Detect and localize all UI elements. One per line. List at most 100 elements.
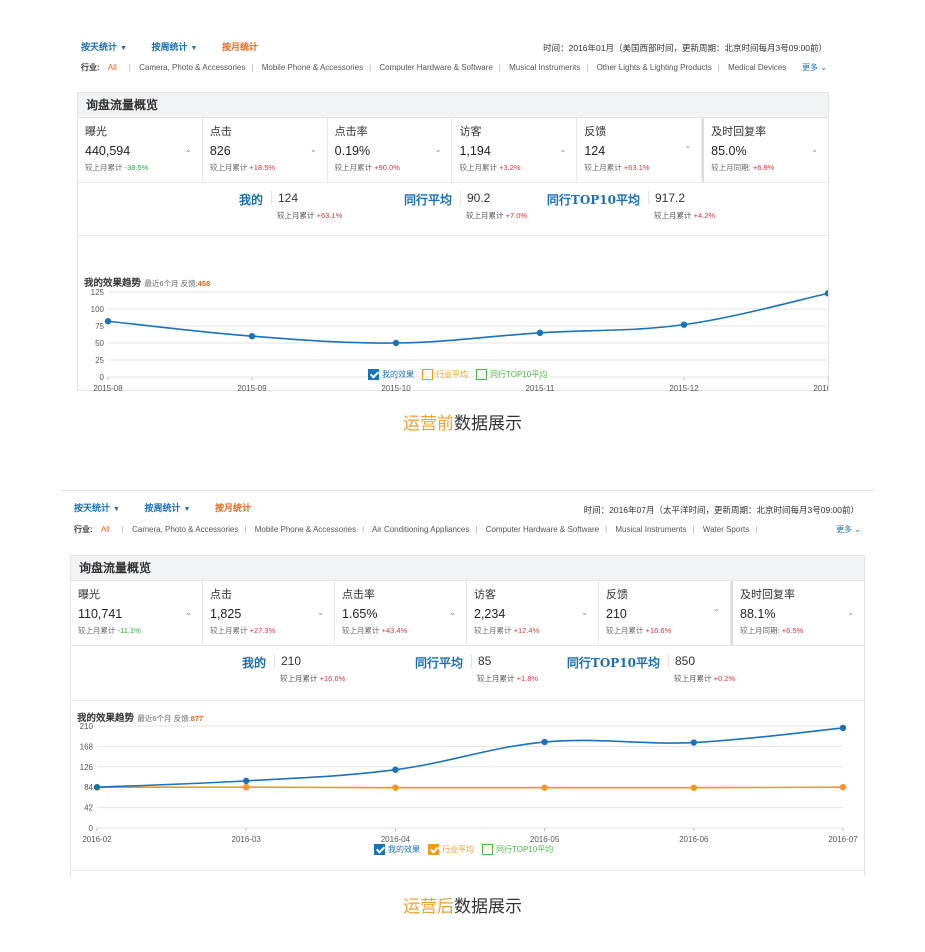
tab-label: 按天统计	[74, 503, 111, 513]
metric-label: 反馈	[584, 126, 607, 138]
y-tick-label: 0	[100, 373, 105, 382]
x-tick-label: 2015-11	[526, 384, 555, 393]
industry-item[interactable]: Camera, Photo & Accessories	[139, 63, 246, 72]
data-point	[690, 784, 697, 791]
y-tick-label: 25	[95, 356, 104, 365]
tab-weekly[interactable]: 按周统计 ▼	[151, 42, 197, 52]
metric-card[interactable]: 点击 1,825 较上月累计 +27.3% ⌄	[203, 581, 335, 645]
metric-card[interactable]: 曝光 110,741 较上月累计 -11.1% ⌄	[71, 581, 203, 645]
chevron-up-icon[interactable]: ⌃	[713, 608, 720, 617]
industry-item[interactable]: Musical Instruments	[509, 63, 581, 72]
chevron-down-icon[interactable]: ⌄	[434, 145, 442, 154]
legend-top10-avg[interactable]: 同行TOP10平均	[476, 369, 547, 380]
metric-card[interactable]: 及时回复率 85.0% 较上月同期: +6.9% ⌄	[702, 118, 828, 182]
metric-row: 曝光 110,741 较上月累计 -11.1% ⌄ 点击 1,825 较上月累计 +27.3…	[71, 581, 864, 646]
industry-label: 行业:	[81, 63, 100, 72]
x-tick-label: 2016-05	[530, 835, 560, 844]
compare-top10-avg: 同行TOP10平均 917.2 较上月累计 +4.2%	[547, 191, 716, 221]
x-tick-label: 2016-02	[82, 835, 112, 844]
compare-value: 85	[471, 654, 538, 668]
y-tick-label: 75	[95, 322, 104, 331]
metric-card[interactable]: 及时回复率 88.1% 较上月同期: +6.5% ⌄	[731, 581, 864, 645]
chevron-down-icon[interactable]: ⌄	[317, 608, 324, 617]
legend-mine[interactable]: 我的效果	[368, 369, 414, 380]
chevron-down-icon[interactable]: ⌄	[847, 608, 854, 617]
stat-period-nav: 按天统计 ▼ 按周统计 ▼ 按月统计	[74, 501, 273, 514]
time-note: 时间：2016年07月（太平洋时间，更新周期：北京时间每月3号09:00前）	[583, 505, 859, 515]
compare-label: 同行平均	[403, 193, 452, 207]
legend-industry-avg[interactable]: 行业平均	[428, 844, 474, 855]
y-tick-label: 84	[84, 783, 93, 792]
industry-item[interactable]: Camera, Photo & Accessories	[132, 525, 239, 534]
tab-weekly[interactable]: 按周统计 ▼	[144, 503, 190, 513]
metric-card[interactable]: 点击率 1.65% 较上月累计 +43.4% ⌄	[335, 581, 467, 645]
data-point	[243, 777, 250, 785]
metric-card[interactable]: 曝光 440,594 较上月累计 -38.5% ⌄	[78, 118, 203, 182]
chevron-down-icon[interactable]: ⌄	[309, 145, 317, 154]
divider	[71, 870, 864, 871]
chevron-up-icon[interactable]: ⌃	[684, 145, 692, 154]
chevron-down-icon[interactable]: ⌄	[811, 145, 818, 154]
metric-value: 88.1%	[740, 607, 776, 621]
x-tick-label: 2016-04	[381, 835, 411, 844]
data-point	[392, 766, 399, 773]
overview-title: 询盘流量概览	[78, 93, 828, 118]
y-tick-label: 168	[80, 742, 94, 751]
industry-item[interactable]: Computer Hardware & Software	[379, 63, 493, 72]
metric-card[interactable]: 点击 826 较上月累计 +18.5% ⌄	[203, 118, 328, 182]
industry-all-link[interactable]: All	[107, 63, 117, 72]
legend-top10-avg[interactable]: 同行TOP10平均	[482, 844, 553, 855]
tab-monthly[interactable]: 按月统计	[221, 42, 258, 52]
industry-all-link[interactable]: All	[100, 525, 110, 534]
chevron-down-icon[interactable]: ⌄	[449, 608, 456, 617]
industry-item[interactable]: Mobile Phone & Accessories	[261, 63, 364, 72]
chevron-down-icon[interactable]: ⌄	[559, 145, 567, 154]
metric-card[interactable]: 点击率 0.19% 较上月累计 +90.0% ⌄	[328, 118, 453, 182]
industry-item[interactable]: Water Sports	[702, 525, 750, 534]
tab-daily[interactable]: 按天统计 ▼	[74, 503, 120, 513]
compare-row: 我的 124 较上月累计 +63.1% 同行平均 90.2 较上月累计 +7.0…	[78, 183, 828, 236]
caption-after: 运营后数据展示	[403, 897, 522, 916]
metric-card[interactable]: 访客 2,234 较上月累计 +12.4% ⌄	[467, 581, 599, 645]
legend-industry-avg[interactable]: 行业平均	[422, 369, 468, 380]
chevron-down-icon[interactable]: ⌄	[581, 608, 588, 617]
metric-change: 较上月同期: +6.9%	[711, 163, 775, 172]
checkbox-icon	[476, 369, 487, 380]
tab-monthly[interactable]: 按月统计	[214, 503, 251, 513]
tab-daily[interactable]: 按天统计 ▼	[81, 42, 127, 52]
metric-label: 访客	[459, 126, 482, 138]
industry-item[interactable]: Other Lights & Lighting Products	[596, 63, 712, 72]
metric-card[interactable]: 访客 1,194 较上月累计 +3.2% ⌄	[452, 118, 578, 182]
legend-mine[interactable]: 我的效果	[374, 844, 420, 855]
industry-item[interactable]: Air Conditioning Appliances	[371, 525, 470, 534]
compare-change: 较上月累计 +7.0%	[466, 211, 528, 220]
industry-item[interactable]: Medical Devices	[728, 63, 787, 72]
compare-label: 同行平均	[414, 656, 463, 670]
more-link[interactable]: 更多 ⌄	[802, 63, 827, 72]
x-tick-label: 2016-03	[232, 835, 262, 844]
industry-item[interactable]: Mobile Phone & Accessories	[254, 525, 357, 534]
x-tick-label: 2015-10	[381, 384, 411, 393]
metric-card[interactable]: 反馈 124 较上月累计 +63.1% ⌃	[577, 118, 703, 182]
overview-box: 询盘流量概览 曝光 110,741 较上月累计 -11.1% ⌄ 点击 1,825 较上月累…	[70, 555, 865, 876]
compare-mine: 我的 124 较上月累计 +63.1%	[239, 191, 342, 221]
trend-title: 我的效果趋势 最近6个月 反馈:458	[84, 278, 211, 289]
metric-label: 点击	[210, 589, 232, 601]
compare-change: 较上月累计 +4.2%	[654, 211, 716, 220]
compare-label: 我的	[241, 656, 266, 670]
data-point	[248, 333, 256, 340]
y-tick-label: 50	[95, 339, 104, 348]
y-tick-label: 126	[80, 763, 94, 772]
chevron-down-icon[interactable]: ⌄	[185, 608, 192, 617]
y-tick-label: 100	[91, 305, 105, 314]
metric-label: 反馈	[606, 589, 628, 601]
metric-change: 较上月累计 +90.0%	[334, 163, 400, 172]
metric-card[interactable]: 反馈 210 较上月累计 +16.6% ⌃	[599, 581, 731, 645]
series-line	[96, 786, 844, 789]
industry-item[interactable]: Computer Hardware & Software	[485, 525, 600, 534]
more-link[interactable]: 更多 ⌄	[836, 525, 861, 534]
industry-item[interactable]: Musical Instruments	[615, 525, 687, 534]
y-tick-label: 0	[89, 824, 94, 833]
checkbox-icon	[422, 369, 433, 380]
chevron-down-icon[interactable]: ⌄	[185, 145, 192, 154]
